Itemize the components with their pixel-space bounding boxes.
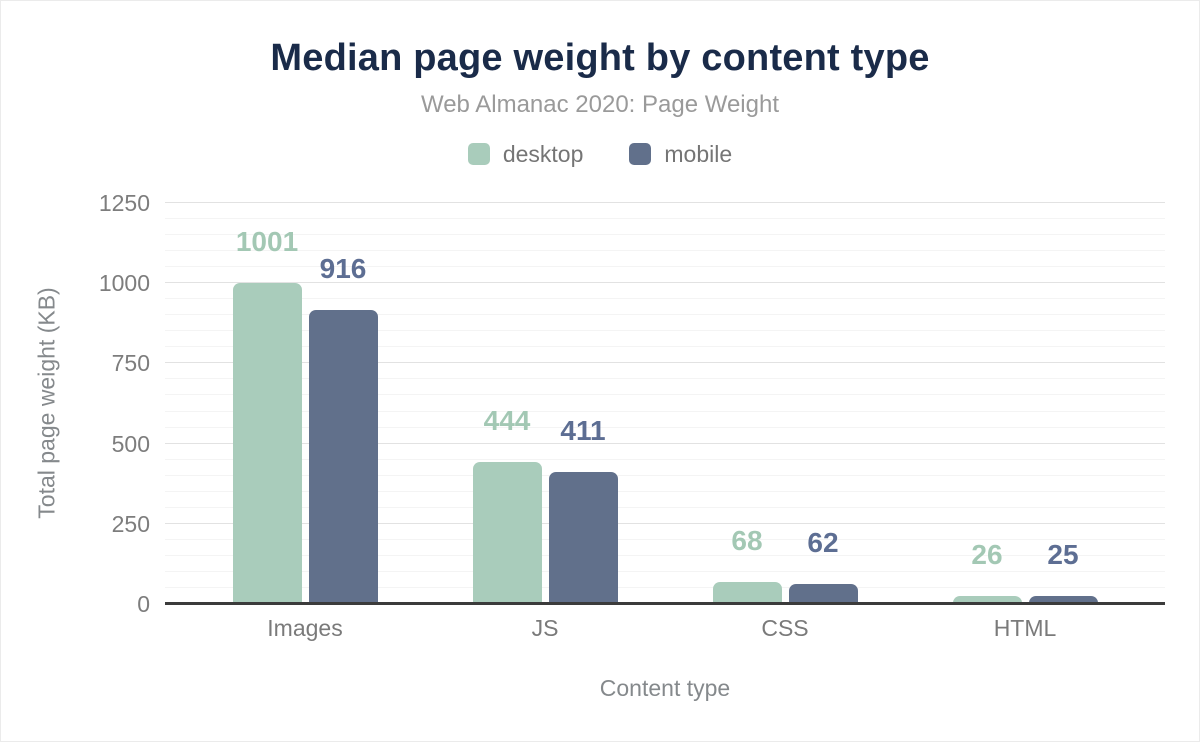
bars-row: 1001 916 444 411 68 62 26 25 — [165, 203, 1165, 604]
bar-wrap: 68 — [712, 203, 782, 604]
x-axis-labels: Images JS CSS HTML — [165, 615, 1165, 641]
bar-desktop-html[interactable] — [952, 596, 1022, 604]
bar-mobile-css[interactable] — [788, 584, 858, 604]
gridline-minor — [165, 506, 1165, 508]
gridline-minor — [165, 410, 1165, 412]
gridline-major — [165, 282, 1165, 284]
legend-item-desktop[interactable]: desktop — [467, 141, 584, 167]
y-tick-label: 250 — [111, 510, 150, 537]
gridline-major — [165, 442, 1165, 444]
gridline-minor — [165, 586, 1165, 588]
gridline-minor — [165, 218, 1165, 220]
gridline-minor — [165, 346, 1165, 348]
bar-desktop-js[interactable] — [472, 462, 542, 604]
bar-value-label: 444 — [483, 405, 531, 436]
gridline-major — [165, 362, 1165, 364]
gridline-minor — [165, 426, 1165, 428]
bar-mobile-html[interactable] — [1028, 596, 1098, 604]
y-tick-label: 1250 — [98, 190, 150, 216]
gridline-minor — [165, 394, 1165, 396]
bar-wrap: 444 — [472, 203, 542, 604]
gridline-minor — [165, 234, 1165, 236]
bar-desktop-css[interactable] — [712, 582, 782, 604]
gridline-minor — [165, 314, 1165, 316]
gridline-minor — [165, 378, 1165, 380]
bar-group-js: 444 411 — [425, 203, 665, 604]
bar-mobile-images[interactable] — [308, 310, 378, 604]
x-axis-label-js: JS — [531, 615, 559, 641]
legend-label-mobile: mobile — [664, 141, 733, 167]
bar-value-label: 26 — [971, 539, 1003, 570]
bar-value-label: 411 — [560, 415, 606, 446]
y-tick-label: 500 — [111, 430, 150, 457]
bar-wrap: 26 — [952, 203, 1022, 604]
gridline-minor — [165, 474, 1165, 476]
bar-value-label: 62 — [807, 527, 839, 558]
bar-value-label: 68 — [731, 525, 763, 556]
bar-wrap: 1001 — [232, 203, 302, 604]
gridline-major — [165, 202, 1165, 203]
x-axis-title: Content type — [599, 675, 731, 701]
mobile-swatch-icon — [629, 143, 652, 165]
x-axis-label-images: Images — [267, 615, 343, 641]
bar-wrap: 25 — [1028, 203, 1098, 604]
gridline-minor — [165, 490, 1165, 492]
gridline-minor — [165, 570, 1165, 572]
gridline-minor — [165, 250, 1165, 252]
chart-title: Median page weight by content type — [270, 37, 930, 79]
gridline-minor — [165, 554, 1165, 556]
x-axis-label-css: CSS — [761, 615, 809, 641]
plot-area: 1001 916 444 411 68 62 26 25 — [165, 202, 1165, 605]
bar-group-images: 1001 916 — [185, 203, 425, 604]
bar-value-label: 916 — [319, 253, 367, 284]
bar-mobile-js[interactable] — [548, 472, 618, 604]
x-axis-label-html: HTML — [993, 615, 1057, 641]
chart-subtitle: Web Almanac 2020: Page Weight — [420, 91, 779, 118]
bar-value-label: 25 — [1047, 539, 1079, 570]
bar-group-css: 68 62 — [665, 203, 905, 604]
y-tick-label: 1000 — [98, 270, 150, 297]
bar-desktop-images[interactable] — [232, 283, 302, 604]
legend-item-mobile[interactable]: mobile — [629, 142, 732, 166]
gridline-minor — [165, 538, 1165, 540]
y-tick-label: 0 — [137, 591, 150, 617]
bar-wrap: 62 — [788, 203, 858, 604]
x-axis-line — [165, 602, 1165, 605]
y-tick-label: 750 — [111, 350, 150, 377]
legend-label-desktop: desktop — [502, 141, 584, 167]
gridline-minor — [165, 266, 1165, 268]
bar-wrap: 411 — [548, 203, 618, 604]
gridline-minor — [165, 298, 1165, 300]
bar-value-label: 1001 — [235, 226, 299, 257]
gridline-minor — [165, 458, 1165, 460]
gridline-minor — [165, 330, 1165, 332]
desktop-swatch-icon — [467, 143, 490, 165]
gridline-major — [165, 522, 1165, 524]
bar-group-html: 26 25 — [905, 203, 1145, 604]
y-axis-ticks: 0 250 500 750 1000 1250 — [0, 191, 150, 616]
bar-wrap: 916 — [308, 203, 378, 604]
legend: desktop mobile — [0, 141, 1200, 167]
